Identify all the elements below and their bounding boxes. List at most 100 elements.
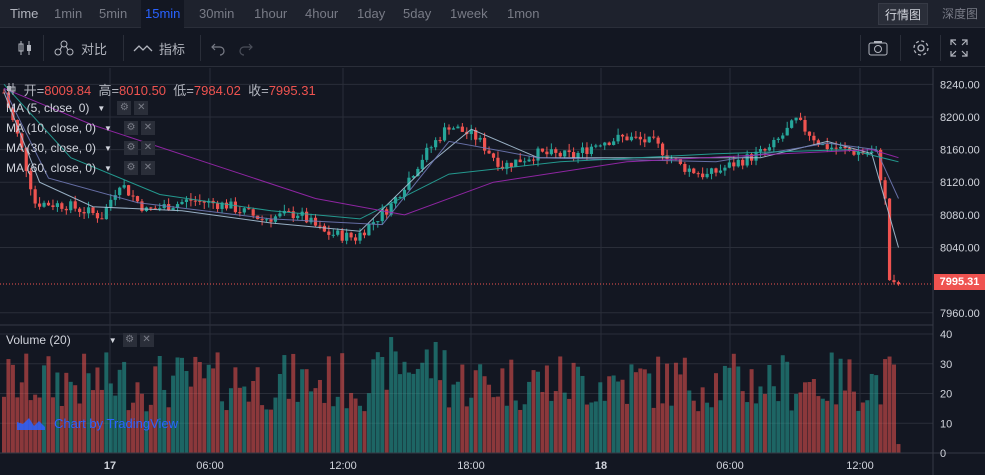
caret-down-icon[interactable]: ▼ (108, 335, 117, 345)
volume-bar (135, 382, 140, 453)
close-icon[interactable]: ✕ (140, 121, 155, 135)
price-chart[interactable]: 8240.00 8200.00 8160.00 8120.00 8080.00 8040.… (0, 68, 985, 475)
low-label: 低= (173, 83, 194, 98)
fullscreen-button[interactable] (950, 29, 968, 67)
candle-body (175, 204, 180, 208)
gear-icon[interactable]: ⚙ (123, 141, 138, 155)
candle-body (220, 202, 224, 209)
tf-1week[interactable]: 1week (450, 6, 488, 21)
volume-legend[interactable]: Volume (20) ▼ ⚙ ✕ (6, 333, 154, 347)
candle-body (64, 208, 68, 211)
volume-bar (714, 373, 718, 453)
compare-button[interactable]: 对比 (53, 29, 107, 67)
candle-body (376, 221, 380, 223)
volume-bar (700, 387, 705, 453)
volume-bar (691, 400, 696, 453)
volume-bar (651, 407, 656, 453)
candle-body (55, 203, 59, 208)
candle-body (247, 208, 251, 210)
candle-body (394, 197, 398, 204)
candle-body (327, 231, 331, 235)
volume-bar (59, 405, 64, 453)
tab-depth-view[interactable]: 深度图 (942, 7, 979, 21)
volume-bar (847, 359, 852, 453)
gear-icon[interactable]: ⚙ (117, 101, 132, 115)
close-icon[interactable]: ✕ (134, 101, 149, 115)
candle-body (38, 203, 42, 207)
candle-body (69, 201, 73, 211)
caret-down-icon[interactable]: ▼ (104, 123, 112, 133)
volume-bar (838, 358, 843, 453)
close-icon[interactable]: ✕ (139, 333, 154, 347)
indicators-button[interactable]: 指标 (133, 29, 185, 67)
volume-bar (188, 386, 193, 453)
price-tick-label: 8080.00 (940, 210, 980, 222)
ma-legend-row[interactable]: MA (5, close, 0) ▼ ⚙ ✕ (6, 99, 149, 117)
volume-bar (620, 379, 625, 453)
ma-legend-row[interactable]: MA (30, close, 0) ▼ ⚙ ✕ (6, 139, 155, 157)
tf-30min[interactable]: 30min (199, 6, 235, 21)
volume-bar (642, 369, 647, 453)
undo-button[interactable] (210, 29, 226, 67)
chart-toolbar: 对比 指标 (0, 29, 985, 67)
screenshot-button[interactable] (868, 29, 888, 67)
settings-button[interactable] (911, 29, 931, 67)
tf-1hour[interactable]: 1hour (254, 6, 288, 21)
candle-body (224, 202, 229, 209)
volume-bar (478, 364, 483, 453)
candles-button[interactable] (16, 29, 34, 67)
close-icon[interactable]: ✕ (140, 161, 155, 175)
tf-5day[interactable]: 5day (403, 6, 432, 21)
tf-1mon[interactable]: 1mon (507, 6, 540, 21)
volume-bar (424, 349, 429, 453)
tf-1day[interactable]: 1day (357, 6, 386, 21)
candle-body (296, 215, 300, 219)
volume-bar (527, 381, 532, 453)
tf-1min[interactable]: 1min (54, 6, 83, 21)
volume-bar (540, 391, 545, 453)
candle-body (260, 219, 264, 221)
candle-body (531, 159, 536, 161)
candle-body (287, 210, 291, 212)
caret-down-icon[interactable]: ▼ (104, 143, 112, 153)
gear-icon[interactable]: ⚙ (123, 121, 138, 135)
candle-body (830, 147, 834, 150)
candle-body (803, 119, 807, 132)
candle-body (843, 146, 847, 149)
candle-body (420, 159, 424, 169)
open-value: 8009.84 (44, 83, 92, 98)
redo-button[interactable] (238, 29, 254, 67)
current-price-tag: 7995.31 (934, 274, 985, 290)
tf-5min[interactable]: 5min (99, 6, 128, 21)
ma-legend-row[interactable]: MA (10, close, 0) ▼ ⚙ ✕ (6, 119, 155, 137)
volume-bar (771, 386, 776, 453)
tab-chart-view[interactable]: 行情图 (878, 3, 929, 25)
volume-bar (794, 393, 799, 453)
volume-bar (611, 375, 616, 453)
ma-legend-row[interactable]: MA (60, close, 0) ▼ ⚙ ✕ (6, 159, 155, 177)
volume-bar (384, 389, 389, 453)
volume-bar (264, 409, 269, 453)
time-tick-label: 06:00 (716, 460, 744, 472)
volume-bar (896, 444, 901, 453)
candle-body (140, 201, 144, 211)
gear-icon[interactable]: ⚙ (122, 333, 137, 347)
candle-body (816, 140, 820, 145)
caret-down-icon[interactable]: ▼ (104, 163, 112, 173)
tradingview-brand[interactable]: Chart by TradingView (16, 414, 178, 432)
tf-4hour[interactable]: 4hour (305, 6, 339, 21)
tf-time[interactable]: Time (10, 6, 39, 21)
volume-bar (616, 381, 621, 453)
volume-bar (705, 402, 710, 453)
gear-icon[interactable]: ⚙ (123, 161, 138, 175)
volume-bar (251, 381, 256, 453)
volume-bar (193, 356, 198, 453)
caret-down-icon[interactable]: ▼ (97, 103, 106, 113)
tf-15min[interactable]: 15min (141, 0, 185, 28)
close-icon[interactable]: ✕ (140, 141, 155, 155)
candle-body (73, 201, 77, 209)
candle-body (767, 147, 771, 151)
volume-bar (291, 353, 296, 453)
time-tick-label: 12:00 (846, 460, 874, 472)
candle-body (189, 199, 193, 201)
